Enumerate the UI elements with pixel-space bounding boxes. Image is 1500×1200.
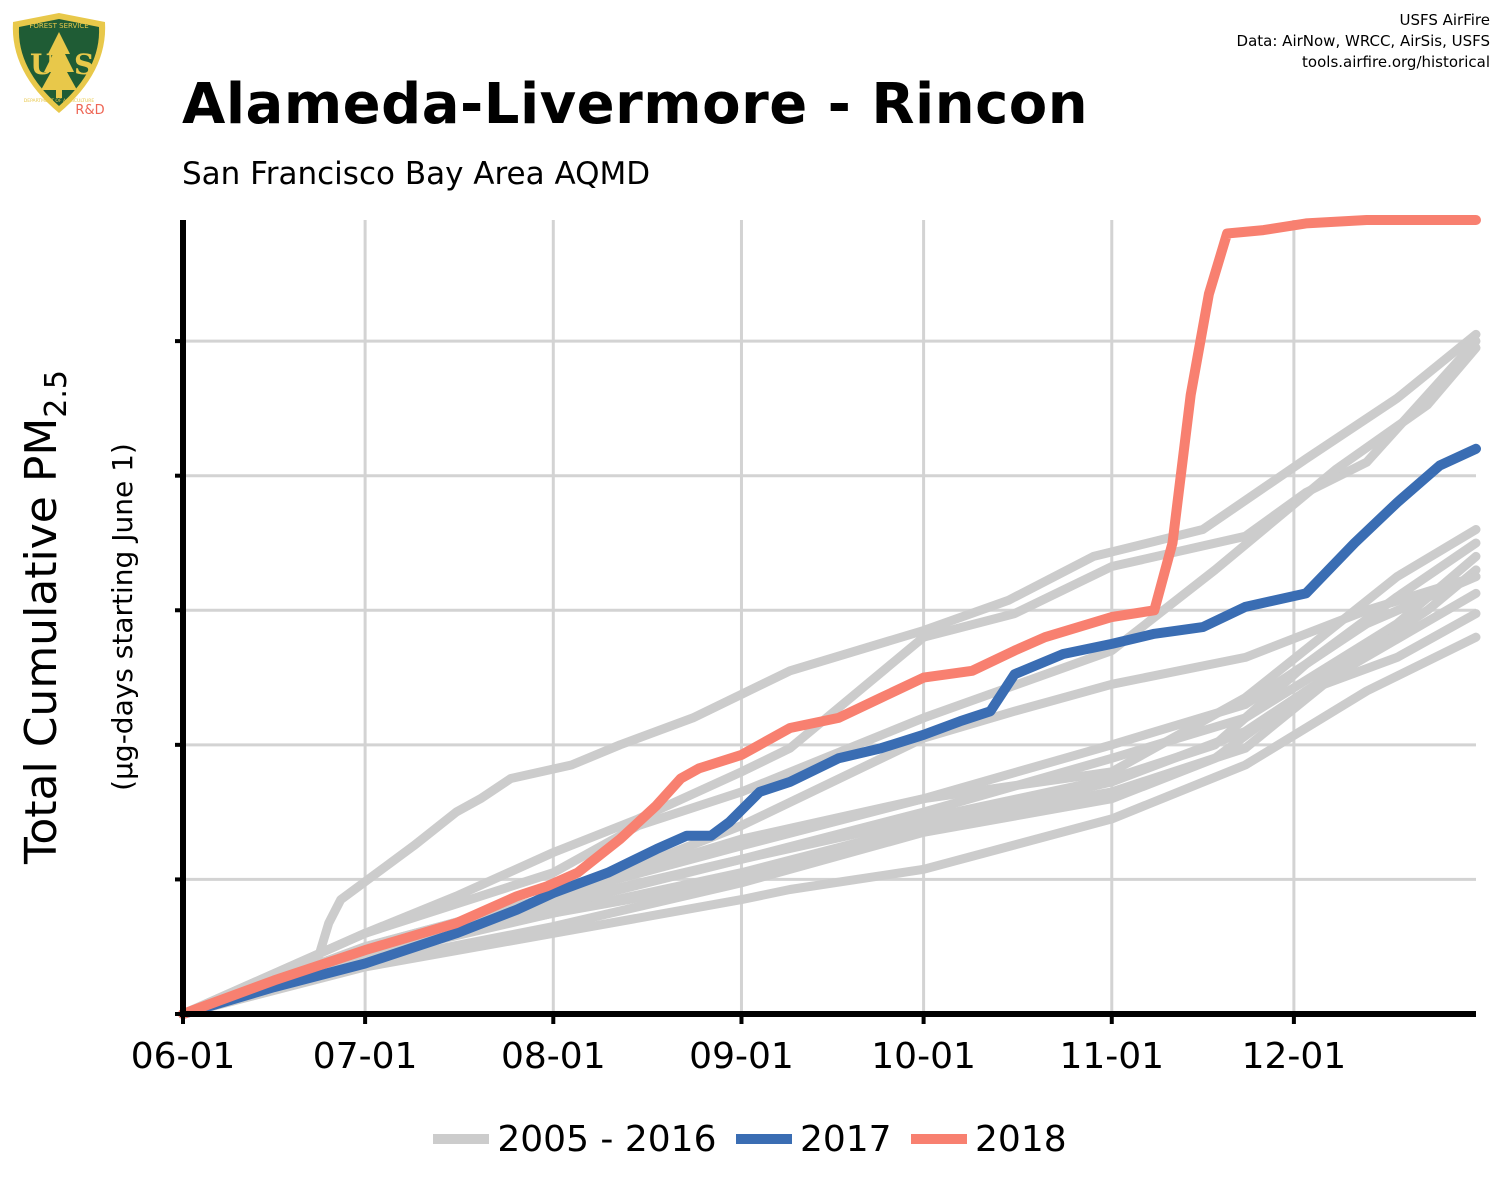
legend-label-2017: 2017 [799,1118,892,1160]
x-tick-labels: 06-01 07-01 08-01 09-01 10-01 11-01 12-01 [131,1036,1346,1077]
legend: 2005 - 2016 2017 2018 [0,1112,1500,1160]
legend-swatch-2018 [911,1134,968,1144]
forest-service-logo: U S FOREST SERVICE DEPARTMENT OF AGRICUL… [12,13,106,116]
credit-line: USFS AirFire [1399,11,1490,29]
x-tick-label: 06-01 [131,1036,236,1077]
svg-text:FOREST SERVICE: FOREST SERVICE [29,22,88,30]
series-line-historical [178,632,1481,1019]
credit-line: Data: AirNow, WRCC, AirSis, USFS [1236,32,1490,50]
svg-text:U: U [30,48,54,81]
legend-label-historical: 2005 - 2016 [497,1118,717,1160]
gridlines [181,220,1476,1014]
legend-label-2018: 2018 [975,1118,1067,1160]
x-tick-label: 12-01 [1242,1036,1347,1077]
legend-item-2017: 2017 [735,1118,892,1160]
series-line-historical [178,343,1481,1019]
legend-swatch-historical [433,1134,490,1144]
chart-subtitle: San Francisco Bay Area AQMD [182,156,651,192]
x-tick-label: 07-01 [313,1036,418,1077]
series-line-historical [178,329,1481,1019]
historical-series-group [178,329,1481,1019]
series-line-2017 [178,443,1481,1019]
data-credits: USFS AirFire Data: AirNow, WRCC, AirSis,… [1237,10,1490,73]
legend-swatch-2017 [735,1134,792,1144]
series-line-2018 [178,215,1481,1019]
x-tick-label: 09-01 [689,1036,794,1077]
legend-item-historical: 2005 - 2016 [433,1119,716,1160]
y-axis-label: Total Cumulative PM2.5 (µg-days starting … [16,370,139,865]
chart-title: Alameda-Livermore - Rincon [182,72,1089,137]
x-tick-label: 11-01 [1059,1036,1164,1077]
svg-text:R&D: R&D [75,103,104,116]
svg-text:S: S [74,48,94,81]
series-line-historical [178,609,1481,1019]
axes [175,220,1476,1024]
y-axis-units: (µg-days starting June 1) [106,443,139,791]
y-axis-title: Total Cumulative PM2.5 [16,370,74,865]
x-tick-label: 10-01 [871,1036,976,1077]
credit-line: tools.airfire.org/historical [1302,53,1490,71]
highlight-series-group [178,215,1481,1019]
legend-item-2018: 2018 [911,1119,1067,1160]
svg-text:DEPARTMENT OF AGRICULTURE: DEPARTMENT OF AGRICULTURE [24,98,95,104]
x-tick-label: 08-01 [501,1036,606,1077]
